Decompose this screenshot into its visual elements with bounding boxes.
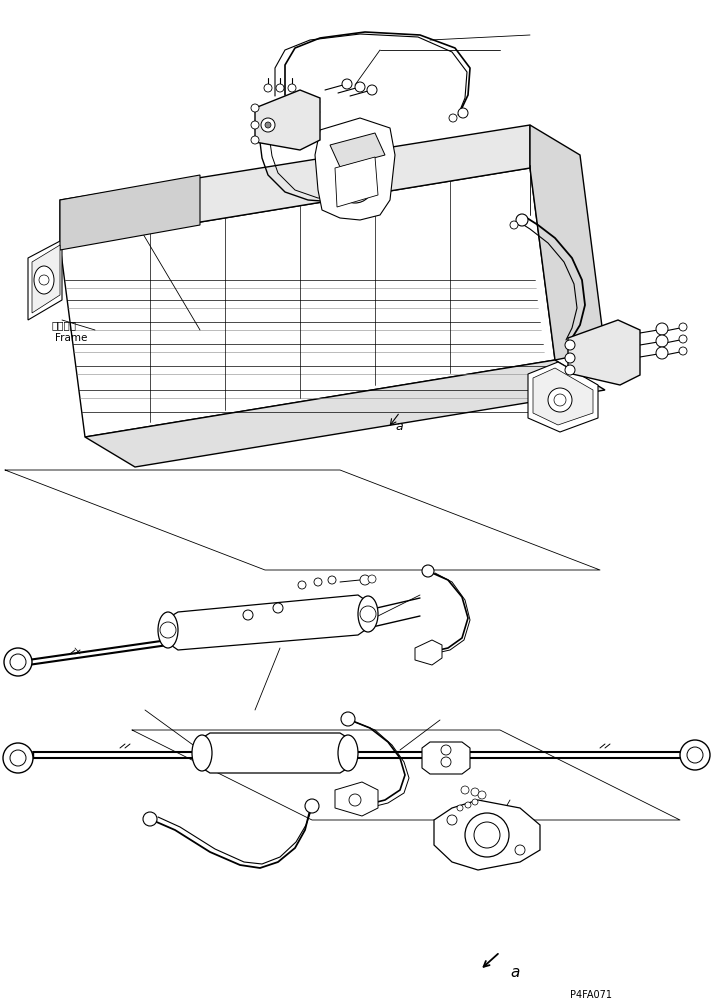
Circle shape <box>510 221 518 229</box>
Circle shape <box>4 648 32 676</box>
Circle shape <box>251 121 259 129</box>
Polygon shape <box>60 168 555 437</box>
Polygon shape <box>32 245 60 313</box>
Polygon shape <box>168 595 368 650</box>
Ellipse shape <box>338 735 358 771</box>
Text: a: a <box>395 420 402 433</box>
Polygon shape <box>60 125 530 245</box>
Circle shape <box>441 745 451 755</box>
Circle shape <box>461 786 469 794</box>
Ellipse shape <box>358 596 378 632</box>
Circle shape <box>342 79 352 89</box>
Circle shape <box>420 649 432 661</box>
Polygon shape <box>422 742 470 774</box>
Circle shape <box>465 813 509 857</box>
Circle shape <box>143 812 157 826</box>
Circle shape <box>656 335 668 347</box>
Circle shape <box>10 750 26 766</box>
Circle shape <box>565 353 575 363</box>
Circle shape <box>368 575 376 583</box>
Polygon shape <box>335 782 378 816</box>
Circle shape <box>679 323 687 331</box>
Circle shape <box>328 576 336 584</box>
Circle shape <box>349 794 361 806</box>
Circle shape <box>314 578 322 586</box>
Polygon shape <box>415 640 442 665</box>
Polygon shape <box>315 118 395 220</box>
Polygon shape <box>533 368 593 425</box>
Circle shape <box>243 610 253 620</box>
Circle shape <box>565 365 575 375</box>
Circle shape <box>360 606 376 622</box>
Circle shape <box>305 799 319 813</box>
Polygon shape <box>568 320 640 385</box>
Polygon shape <box>530 125 605 360</box>
Circle shape <box>548 388 572 412</box>
Circle shape <box>355 82 365 92</box>
Circle shape <box>273 603 283 613</box>
Circle shape <box>261 118 275 132</box>
Circle shape <box>516 214 528 226</box>
Circle shape <box>276 84 284 92</box>
Circle shape <box>160 622 176 638</box>
Circle shape <box>288 84 296 92</box>
Circle shape <box>687 747 703 763</box>
Circle shape <box>449 114 457 122</box>
Circle shape <box>298 581 306 589</box>
Circle shape <box>471 788 479 796</box>
Polygon shape <box>202 733 348 773</box>
Polygon shape <box>60 175 200 250</box>
Circle shape <box>251 136 259 144</box>
Circle shape <box>554 394 566 406</box>
Polygon shape <box>434 800 540 870</box>
Circle shape <box>656 323 668 335</box>
Circle shape <box>478 791 486 799</box>
Text: Frame: Frame <box>55 333 87 343</box>
Polygon shape <box>330 133 385 167</box>
Circle shape <box>457 805 463 811</box>
Circle shape <box>465 802 471 808</box>
Circle shape <box>680 740 710 770</box>
Circle shape <box>367 85 377 95</box>
Circle shape <box>441 757 451 767</box>
Polygon shape <box>85 360 605 467</box>
Circle shape <box>351 181 359 189</box>
Circle shape <box>265 122 271 128</box>
Circle shape <box>341 712 355 726</box>
Circle shape <box>472 799 478 805</box>
Circle shape <box>337 167 373 203</box>
Circle shape <box>39 275 49 285</box>
Circle shape <box>515 845 525 855</box>
Circle shape <box>422 565 434 577</box>
Circle shape <box>10 654 26 670</box>
Ellipse shape <box>192 735 212 771</box>
Circle shape <box>447 815 457 825</box>
Circle shape <box>679 347 687 355</box>
Ellipse shape <box>34 266 54 294</box>
Polygon shape <box>255 90 320 150</box>
Circle shape <box>264 84 272 92</box>
Circle shape <box>3 743 33 773</box>
Circle shape <box>474 822 500 848</box>
Circle shape <box>360 575 370 585</box>
Text: P4FA071: P4FA071 <box>570 990 612 1000</box>
Circle shape <box>345 175 365 195</box>
Circle shape <box>251 104 259 112</box>
Circle shape <box>656 347 668 359</box>
Circle shape <box>565 340 575 350</box>
Text: a: a <box>510 965 519 980</box>
Circle shape <box>679 335 687 343</box>
Polygon shape <box>28 240 62 320</box>
Ellipse shape <box>158 612 178 648</box>
Text: フレーム: フレーム <box>52 320 77 330</box>
Polygon shape <box>335 157 378 207</box>
Circle shape <box>458 108 468 118</box>
Polygon shape <box>528 362 598 432</box>
